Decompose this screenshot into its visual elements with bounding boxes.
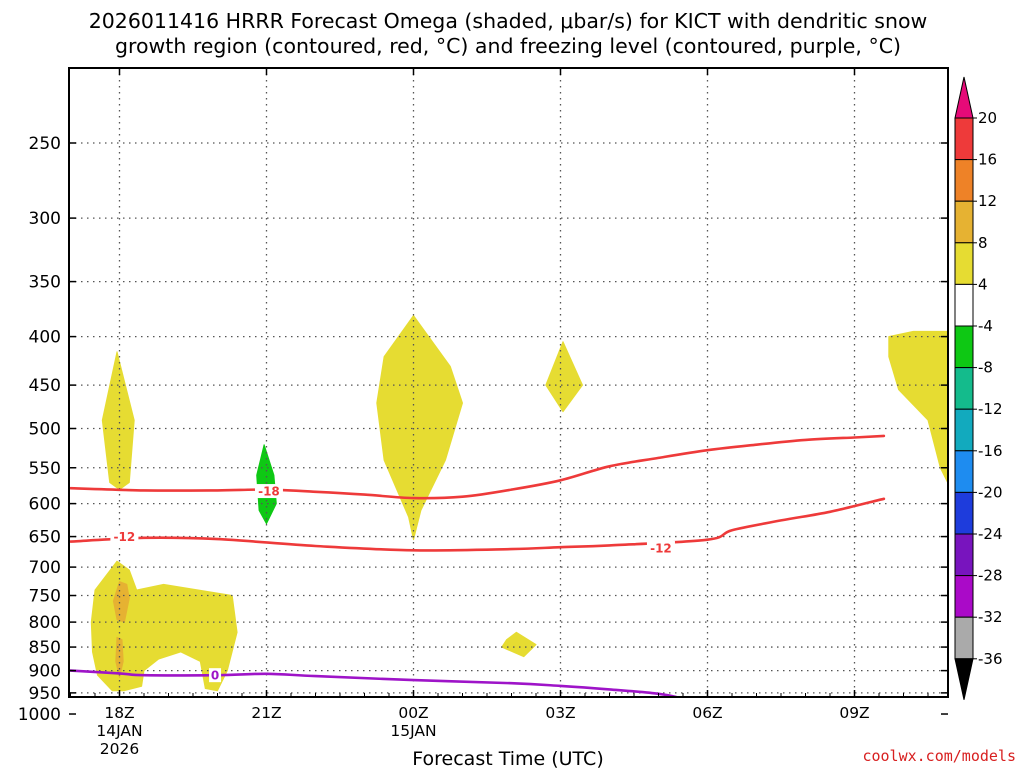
colorbar-tick-label: 4 bbox=[978, 275, 988, 293]
colorbar-swatch bbox=[954, 450, 974, 493]
omega-shaded-region bbox=[888, 330, 948, 483]
x-tick-label: 09Z bbox=[839, 704, 869, 722]
x-tick-label: 18Z bbox=[104, 704, 134, 722]
colorbar-tick-label: -28 bbox=[978, 567, 1003, 585]
y-tick-label: 800 bbox=[29, 613, 61, 633]
contour-label-bg bbox=[110, 529, 139, 544]
y-tick-label: 750 bbox=[29, 587, 61, 607]
colorbar-tick-label: 16 bbox=[978, 151, 997, 169]
y-tick-label: 900 bbox=[29, 662, 61, 682]
terrain-surface bbox=[71, 699, 169, 701]
colorbar-tick-label: -8 bbox=[978, 359, 993, 377]
contour-label: -12 bbox=[114, 530, 136, 544]
colorbar-tick-label: -4 bbox=[978, 317, 993, 335]
colorbar-swatch bbox=[954, 200, 974, 244]
chart-title-line-1: 2026011416 HRRR Forecast Omega (shaded, … bbox=[89, 9, 928, 33]
contour-label-bg bbox=[646, 540, 675, 555]
chart-title-line-2: growth region (contoured, red, °C) and f… bbox=[115, 34, 901, 58]
colorbar-tick-label: 12 bbox=[978, 192, 997, 210]
x-axis-label: Forecast Time (UTC) bbox=[412, 748, 603, 768]
omega-shaded-region bbox=[101, 351, 135, 491]
x-tick-label: 00Z bbox=[398, 704, 428, 722]
contour-label-bg bbox=[254, 484, 283, 499]
contour-label: -12 bbox=[650, 541, 672, 555]
x-tick-label: 21Z bbox=[251, 704, 281, 722]
colorbar-swatch bbox=[954, 575, 974, 618]
colorbar-tick-label: 20 bbox=[978, 109, 997, 127]
colorbar-swatch bbox=[954, 159, 974, 202]
contour-line bbox=[69, 497, 886, 552]
colorbar-tick-label: -32 bbox=[978, 608, 1003, 626]
y-tick-label: 550 bbox=[29, 459, 61, 479]
colorbar-swatch bbox=[954, 408, 974, 452]
colorbar-arrow-top bbox=[954, 76, 974, 119]
colorbar-arrow-bottom bbox=[954, 658, 974, 700]
y-tick-label: 600 bbox=[29, 495, 61, 515]
x-tick-label: 2026 bbox=[100, 740, 139, 758]
plot-area bbox=[69, 68, 948, 701]
y-tick-label: 250 bbox=[29, 134, 61, 154]
x-tick-label: 14JAN bbox=[96, 722, 142, 740]
y-tick-label: 650 bbox=[29, 528, 61, 548]
y-tick-label: 850 bbox=[29, 638, 61, 658]
x-tick-label: 15JAN bbox=[390, 722, 436, 740]
colorbar-swatch bbox=[954, 117, 974, 161]
colorbar-swatch bbox=[954, 491, 974, 535]
plot-frame bbox=[68, 67, 949, 698]
omega-shaded-region bbox=[376, 315, 463, 541]
y-tick-label: 950 bbox=[29, 684, 61, 704]
colorbar-tick-label: -24 bbox=[978, 525, 1003, 543]
colorbar-swatch bbox=[954, 242, 974, 285]
y-tick-label: 1000 bbox=[18, 705, 61, 725]
colorbar-tick-label: -20 bbox=[978, 483, 1003, 501]
colorbar-tick-label: -16 bbox=[978, 442, 1003, 460]
omega-shaded-region bbox=[501, 631, 537, 658]
x-tick-label: 03Z bbox=[545, 704, 575, 722]
contour-label: -18 bbox=[258, 485, 280, 499]
contour-label-bg bbox=[209, 668, 222, 683]
y-tick-label: 400 bbox=[29, 328, 61, 348]
y-tick-label: 500 bbox=[29, 420, 61, 440]
colorbar-tick-label: -12 bbox=[978, 400, 1003, 418]
colorbar-swatch bbox=[954, 367, 974, 410]
colorbar-swatch bbox=[954, 283, 974, 327]
colorbar-tick-label: 8 bbox=[978, 234, 988, 252]
colorbar-swatch bbox=[954, 325, 974, 369]
x-tick-label: 06Z bbox=[692, 704, 722, 722]
y-tick-label: 350 bbox=[29, 273, 61, 293]
colorbar-tick-label: -36 bbox=[978, 650, 1003, 668]
contour-label: 0 bbox=[211, 669, 219, 683]
y-tick-label: 700 bbox=[29, 558, 61, 578]
contour-line bbox=[69, 669, 681, 697]
y-tick-label: 450 bbox=[29, 376, 61, 396]
omega-shaded-region bbox=[545, 341, 583, 413]
colorbar-swatch bbox=[954, 533, 974, 577]
colorbar-swatch bbox=[954, 616, 974, 660]
y-tick-label: 300 bbox=[29, 209, 61, 229]
contour-line bbox=[69, 434, 886, 500]
credit-text: coolwx.com/models bbox=[862, 747, 1016, 765]
